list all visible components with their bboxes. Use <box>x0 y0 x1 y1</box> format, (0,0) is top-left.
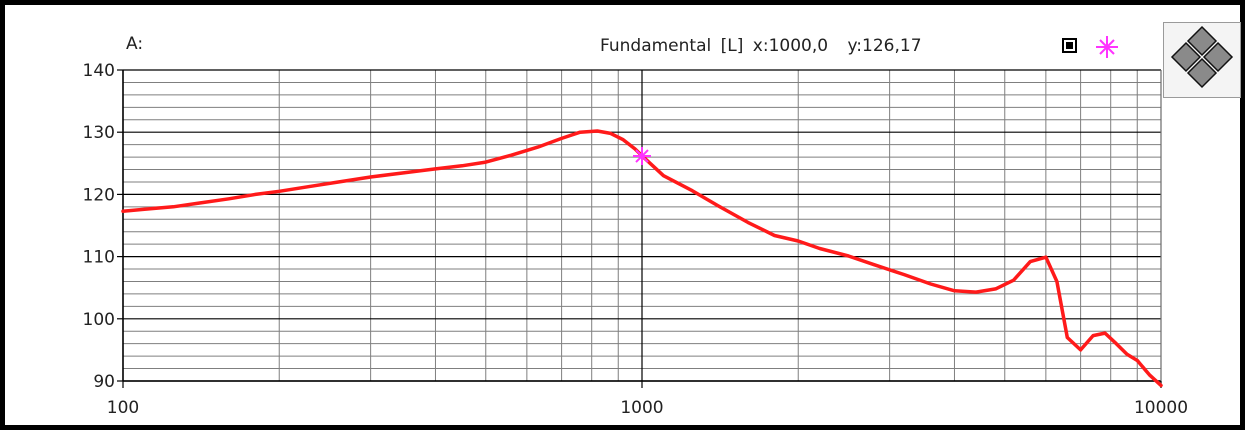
y-tick-label: 130 <box>83 123 115 143</box>
y-tick-label: 140 <box>83 61 115 81</box>
cursor-marker-stroke <box>635 149 649 163</box>
y-tick-label: 120 <box>83 185 115 205</box>
readout-x: x:1000,0 <box>752 36 829 56</box>
y-tick-label: 90 <box>93 372 115 392</box>
y-tick-label: 110 <box>83 248 115 268</box>
y-tick-label: 100 <box>83 310 115 330</box>
panel-label: A: <box>126 34 144 54</box>
cursor-readout: Fundamental [L] x:1000,0 y:126,17 <box>600 36 926 56</box>
x-tick-label: 100 <box>107 398 139 418</box>
cross-star-marker-icon <box>1096 36 1118 58</box>
cursor-marker[interactable] <box>633 147 651 166</box>
navigate-button[interactable] <box>1163 22 1241 98</box>
tick-labels: 90 100 110 120 130 140 100 1000 10000 <box>83 61 1189 418</box>
diamond-nav-icon <box>1170 25 1234 89</box>
x-tick-label: 10000 <box>1134 398 1188 418</box>
x-tick-label: 1000 <box>620 398 663 418</box>
filled-square-icon[interactable] <box>1062 38 1077 53</box>
readout-channel: [L] <box>720 36 744 56</box>
major-grid <box>122 69 1162 382</box>
axes <box>117 69 1162 388</box>
fundamental-curve <box>121 129 1163 388</box>
readout-y: y:126,17 <box>847 36 922 56</box>
readout-series: Fundamental <box>600 36 712 56</box>
